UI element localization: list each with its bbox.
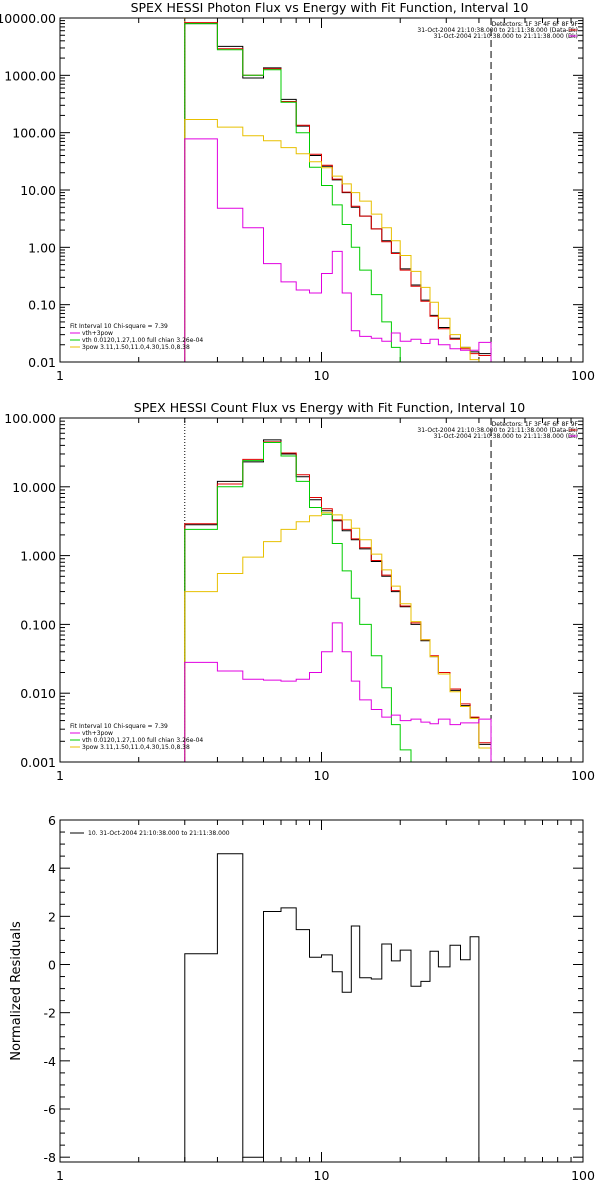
- x-tick-label: 1: [56, 368, 64, 383]
- plot-frame: [59, 417, 584, 763]
- legend-entry: 10. 31-Oct-2004 21:10:38.000 to 21:11:38…: [88, 830, 230, 837]
- y-tick-label: 0: [48, 958, 56, 973]
- x-ticks: [59, 418, 584, 762]
- y-tick-label: 10000.00: [0, 11, 56, 26]
- series-1-step-line: [184, 439, 492, 762]
- y-tick-label: 10.00: [20, 183, 56, 198]
- series-4-step-line: [184, 119, 491, 363]
- chart-2: SPEX HESSI Count Flux vs Energy with Fit…: [4, 400, 595, 783]
- y-ticks: [60, 417, 583, 763]
- series-5-step-line: [184, 138, 492, 362]
- x-ticks: [59, 18, 584, 362]
- x-tick-label: 100: [571, 368, 595, 383]
- x-tick-label: 100: [571, 1168, 595, 1183]
- y-tick-label: 10.000: [12, 480, 56, 495]
- legend-fit-line: vth 0.0120,1.27,1.00 full chian 3.26e-04: [82, 337, 203, 344]
- y-ticks: [60, 819, 583, 1158]
- legend-header-line: Detectors: 1F 3F 4F 6F 8F 9F: [492, 421, 579, 428]
- y-tick-label: -8: [44, 1150, 57, 1165]
- series-2-step-line: [184, 22, 492, 362]
- plot-frame: [59, 819, 584, 1163]
- y-tick-label: 0.10: [28, 298, 56, 313]
- y-tick-label: -6: [44, 1102, 57, 1117]
- y-tick-label: 2: [48, 909, 56, 924]
- x-tick-label: 10: [314, 768, 330, 783]
- legend-header-line: 31-Oct-2004 21:10:38.000 to 21:11:38.000…: [417, 427, 578, 434]
- series-3-step-line: [184, 442, 421, 763]
- x-tick-label: 10: [314, 368, 330, 383]
- y-tick-label: 100.00: [12, 126, 56, 141]
- y-tick-label: 0.100: [20, 617, 56, 632]
- series-1-step-line: [184, 23, 492, 362]
- legend-fit-line: 3pow 3.11,1.50,11.0,4.30,15.0,8.38: [82, 744, 190, 751]
- legend-fit-line: 3pow 3.11,1.50,11.0,4.30,15.0,8.38: [82, 344, 190, 351]
- x-tick-label: 1: [56, 1168, 64, 1183]
- y-tick-label: 0.010: [20, 686, 56, 701]
- x-tick-label: 10: [314, 1168, 330, 1183]
- legend-header-line: 31-Oct-2004 21:10:38.000 to 21:11:38.000…: [434, 33, 578, 40]
- legend-fit-line: Fit Interval 10 Chi-square = 7.39: [70, 323, 168, 330]
- legend-fit-line: vth+3pow: [82, 730, 113, 737]
- chart-title: SPEX HESSI Count Flux vs Energy with Fit…: [134, 400, 525, 415]
- legend-header-line: 31-Oct-2004 21:10:38.000 to 21:11:38.000…: [434, 433, 578, 440]
- chart-title: SPEX HESSI Photon Flux vs Energy with Fi…: [131, 0, 529, 15]
- y-tick-label: 0.001: [20, 755, 56, 770]
- y-axis-label: Normalized Residuals: [9, 921, 24, 1061]
- y-tick-label: 4: [48, 861, 56, 876]
- y-tick-label: -2: [44, 1006, 56, 1021]
- y-tick-label: 1000.00: [4, 68, 56, 83]
- legend-fit-line: vth 0.0120,1.27,1.00 full chian 3.26e-04: [82, 737, 203, 744]
- chart-1: SPEX HESSI Photon Flux vs Energy with Fi…: [0, 0, 595, 383]
- plot-frame: [59, 17, 584, 363]
- y-tick-label: 1.000: [20, 549, 56, 564]
- legend-header-line: Detectors: 1F 3F 4F 6F 8F 9F: [492, 21, 579, 28]
- legend-header-line: 31-Oct-2004 21:10:38.000 to 21:11:38.000…: [417, 27, 578, 34]
- x-tick-label: 1: [56, 768, 64, 783]
- y-tick-label: -4: [44, 1054, 57, 1069]
- series-3-step-line: [184, 23, 411, 363]
- x-ticks: [59, 820, 584, 1162]
- y-tick-label: 100.000: [4, 411, 56, 426]
- series-4-step-line: [184, 512, 492, 762]
- series-1-step-line: [184, 853, 480, 1162]
- legend-fit-line: Fit Interval 10 Chi-square = 7.39: [70, 723, 168, 730]
- series-2-step-line: [184, 441, 492, 762]
- y-tick-label: 0.01: [28, 355, 56, 370]
- y-tick-label: 6: [48, 813, 56, 828]
- chart-3: 1 10 100 -8 -6 -4 -2 0 2 4 6 Normalized Residuals 10…: [9, 813, 595, 1183]
- legend-fit-line: vth+3pow: [82, 330, 113, 337]
- series-5-step-line: [184, 622, 492, 762]
- y-tick-label: 1.00: [28, 240, 56, 255]
- x-tick-label: 100: [571, 768, 595, 783]
- y-ticks: [60, 17, 583, 363]
